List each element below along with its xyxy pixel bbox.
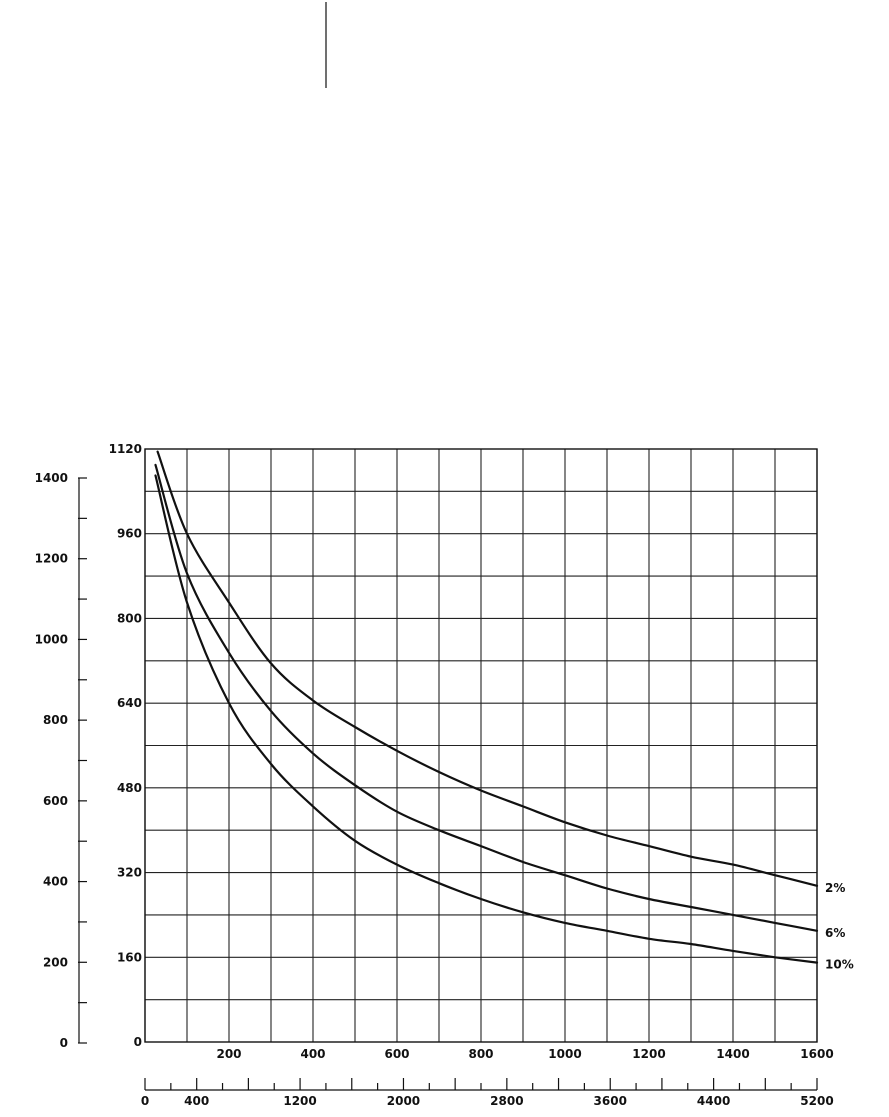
secondary-y-tick-label: 200 [43, 955, 68, 969]
y-tick-label: 960 [117, 527, 142, 541]
y-tick-label: 160 [117, 950, 142, 964]
x-tick-label: 1200 [632, 1047, 665, 1061]
x-tick-label: 600 [384, 1047, 409, 1061]
series-line-6pct [154, 463, 819, 932]
secondary-x-tick-label: 2800 [490, 1094, 523, 1108]
secondary-y-tick-label: 400 [43, 875, 68, 889]
y-tick-label: 800 [117, 611, 142, 625]
x-tick-label: 1600 [800, 1047, 833, 1061]
x-tick-label: 1000 [548, 1047, 581, 1061]
series-label: 2% [825, 881, 845, 895]
secondary-x-tick-label: 3600 [594, 1094, 627, 1108]
y-tick-label: 0 [134, 1035, 142, 1049]
secondary-y-tick-label: 0 [60, 1036, 68, 1050]
series-label: 10% [825, 958, 854, 972]
secondary-x-tick-label: 0 [141, 1094, 149, 1108]
secondary-y-tick-label: 800 [43, 713, 68, 727]
series-label: 6% [825, 926, 845, 940]
secondary-x-tick-label: 1200 [283, 1094, 316, 1108]
y-tick-label: 1120 [109, 442, 142, 456]
secondary-y-tick-label: 1400 [35, 471, 68, 485]
x-tick-label: 1400 [716, 1047, 749, 1061]
series-line-10pct [154, 474, 819, 964]
labels: 0 160 320 480 640 800 960 1120 200 400 600 800 1000 1… [35, 442, 854, 1108]
series-line-2pct [156, 450, 819, 887]
x-tick-label: 400 [300, 1047, 325, 1061]
y-tick-label: 480 [117, 781, 142, 795]
x-tick-label: 800 [468, 1047, 493, 1061]
secondary-x-tick-label: 400 [184, 1094, 209, 1108]
axes [78, 477, 818, 1091]
secondary-x-tick-label: 2000 [387, 1094, 420, 1108]
grid [144, 448, 818, 1043]
secondary-y-tick-label: 1200 [35, 552, 68, 566]
secondary-y-tick-label: 1000 [35, 632, 68, 646]
y-tick-label: 320 [117, 866, 142, 880]
plot-frame [144, 448, 818, 1043]
secondary-y-tick-label: 600 [43, 794, 68, 808]
secondary-x-tick-label: 4400 [697, 1094, 730, 1108]
y-tick-label: 640 [117, 696, 142, 710]
secondary-x-tick-label: 5200 [800, 1094, 833, 1108]
curves [154, 450, 819, 964]
x-tick-label: 200 [216, 1047, 241, 1061]
